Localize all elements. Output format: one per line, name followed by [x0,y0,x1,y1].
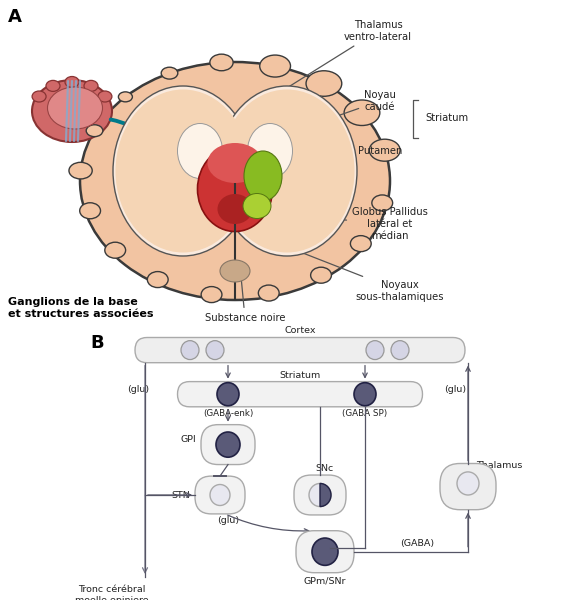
Text: Thalamus
ventro-lateral: Thalamus ventro-lateral [252,20,412,110]
Circle shape [206,341,224,359]
Ellipse shape [244,151,282,201]
Circle shape [309,484,331,506]
Circle shape [391,341,409,359]
Text: Putamen: Putamen [280,146,402,180]
Text: Striatum: Striatum [425,113,468,123]
Ellipse shape [80,62,390,300]
Ellipse shape [98,91,112,102]
Ellipse shape [161,67,178,79]
Ellipse shape [218,194,253,224]
Circle shape [366,341,384,359]
Text: GPm/SNr: GPm/SNr [304,577,346,586]
Text: Striatum: Striatum [280,370,321,379]
Text: (GABA-enk): (GABA-enk) [203,409,253,418]
Ellipse shape [370,139,400,161]
Ellipse shape [80,203,100,219]
Text: Cortex: Cortex [284,326,316,335]
Ellipse shape [84,80,98,91]
Text: (glu): (glu) [444,385,466,395]
FancyBboxPatch shape [201,425,255,464]
Text: Ganglions de la base
et structures associées: Ganglions de la base et structures assoc… [8,297,154,319]
Text: (glu): (glu) [217,516,239,525]
Ellipse shape [105,242,125,258]
Ellipse shape [48,87,103,129]
Text: GPl: GPl [180,435,196,444]
Text: A: A [8,8,22,26]
Circle shape [354,383,376,406]
Ellipse shape [201,287,222,302]
Ellipse shape [351,236,371,251]
FancyBboxPatch shape [296,530,354,572]
Ellipse shape [86,125,103,137]
FancyBboxPatch shape [440,463,496,510]
FancyBboxPatch shape [135,337,465,362]
Ellipse shape [260,55,291,77]
Text: Globus Pallidus
latéral et
médian: Globus Pallidus latéral et médian [270,208,428,241]
Circle shape [457,472,479,495]
Text: SNc: SNc [315,464,333,473]
Text: B: B [90,334,104,352]
Ellipse shape [243,193,271,218]
Text: Substance noire: Substance noire [205,269,285,323]
Text: (GABA): (GABA) [400,539,434,548]
Ellipse shape [116,89,250,253]
Ellipse shape [344,100,380,125]
Text: (glu): (glu) [127,385,149,395]
Circle shape [210,485,230,505]
Ellipse shape [32,80,112,142]
Ellipse shape [113,86,253,256]
Text: Noyaux
sous-thalamiques: Noyaux sous-thalamiques [269,240,444,302]
Ellipse shape [258,285,279,301]
Ellipse shape [306,71,342,96]
Text: STN: STN [171,491,190,499]
Ellipse shape [119,92,132,102]
Text: Thalamus: Thalamus [476,461,523,470]
Text: Noyau
caudé: Noyau caudé [282,90,396,135]
Circle shape [217,383,239,406]
FancyBboxPatch shape [294,475,346,515]
Ellipse shape [198,146,273,232]
Ellipse shape [219,89,355,253]
Ellipse shape [220,260,250,282]
Ellipse shape [65,76,79,88]
Ellipse shape [69,163,92,179]
Ellipse shape [178,124,222,179]
Ellipse shape [32,91,46,102]
Text: (GABA SP): (GABA SP) [343,409,387,418]
FancyBboxPatch shape [195,476,245,514]
Ellipse shape [207,143,262,183]
Ellipse shape [372,195,393,211]
Text: Tronc cérébral
moelle epiniere: Tronc cérébral moelle epiniere [75,586,149,600]
Circle shape [312,538,338,565]
Ellipse shape [248,124,292,179]
Wedge shape [320,484,331,506]
Circle shape [216,432,240,457]
Ellipse shape [311,267,331,283]
Ellipse shape [46,80,60,91]
Ellipse shape [210,54,233,71]
Ellipse shape [147,272,168,287]
Ellipse shape [217,86,357,256]
Circle shape [181,341,199,359]
FancyBboxPatch shape [178,382,422,407]
